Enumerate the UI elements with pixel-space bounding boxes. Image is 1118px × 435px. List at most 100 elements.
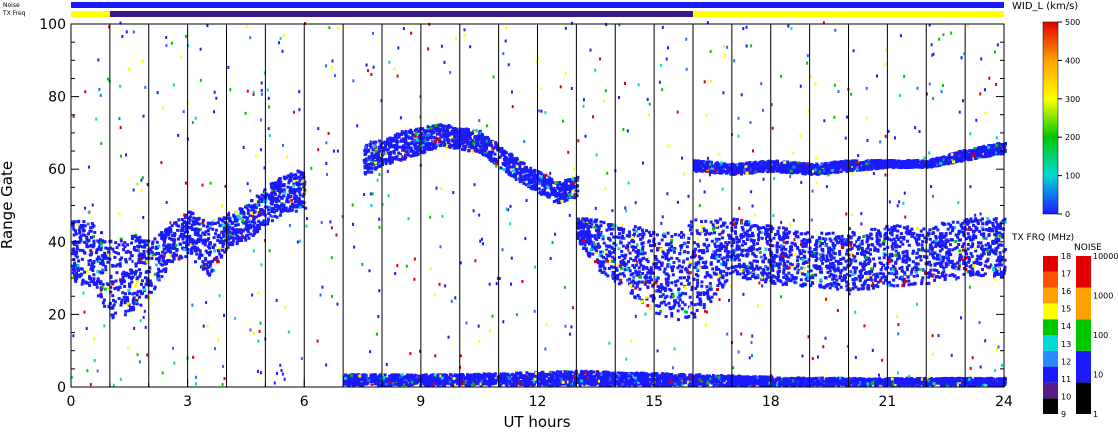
echo-point: [248, 214, 252, 218]
echo-point: [890, 226, 894, 230]
echo-point: [244, 238, 248, 242]
echo-point: [651, 294, 655, 298]
echo-point: [576, 189, 580, 193]
echo-point: [303, 188, 307, 192]
echo-point: [993, 274, 997, 278]
echo-point: [950, 265, 954, 269]
echo-point: [682, 260, 686, 264]
echo-point: [599, 250, 603, 254]
echo-point: [381, 153, 385, 157]
echo-point: [83, 224, 87, 228]
echo-point: [602, 241, 606, 245]
echo-point: [172, 251, 176, 255]
echo-point: [856, 247, 860, 251]
echo-point: [126, 302, 130, 306]
echo-point: [558, 197, 562, 201]
noise-bar-segment: [71, 2, 1004, 8]
echo-point: [685, 257, 689, 261]
echo-point: [676, 301, 680, 305]
echo-point: [136, 290, 140, 294]
echo-point: [880, 276, 884, 280]
echo-point: [104, 265, 108, 269]
echo-point: [412, 150, 416, 154]
echo-point: [530, 186, 534, 190]
echo-point: [624, 262, 628, 266]
echo-point: [598, 268, 602, 272]
echo-point: [593, 225, 597, 229]
echo-point: [92, 239, 96, 243]
echo-point: [838, 276, 842, 280]
echo-point: [895, 234, 899, 238]
echo-point: [208, 253, 212, 257]
echo-point: [777, 269, 781, 273]
echo-point: [78, 231, 82, 235]
echo-point: [678, 276, 682, 280]
echo-point: [637, 266, 641, 270]
echo-point: [463, 147, 467, 151]
echo-point: [586, 219, 590, 223]
echo-point: [384, 143, 388, 147]
echo-point: [201, 241, 205, 245]
echo-point: [592, 241, 596, 245]
echo-point: [583, 243, 587, 247]
echo-point: [89, 252, 93, 256]
echo-point: [775, 248, 779, 252]
echo-point: [269, 182, 273, 186]
echo-point: [641, 257, 645, 261]
echo-point: [541, 179, 545, 183]
echo-point: [202, 224, 206, 228]
echo-point: [704, 219, 708, 223]
echo-point: [929, 268, 933, 272]
echo-point: [897, 254, 901, 258]
echo-point: [729, 258, 733, 262]
echo-point: [966, 260, 970, 264]
echo-point: [297, 197, 301, 201]
echo-point: [462, 132, 466, 136]
echo-point: [665, 279, 669, 283]
echo-point: [261, 209, 265, 213]
echo-point: [475, 129, 479, 133]
echo-point: [829, 272, 833, 276]
echo-point: [175, 223, 179, 227]
echo-point: [369, 161, 373, 165]
echo-point: [599, 224, 603, 228]
echo-point: [244, 224, 248, 228]
echo-point: [719, 244, 723, 248]
echo-point: [543, 187, 547, 191]
echo-point: [977, 255, 981, 259]
echo-point: [201, 221, 205, 225]
echo-point: [790, 241, 794, 245]
echo-point: [764, 278, 768, 282]
echo-point: [591, 252, 595, 256]
echo-point: [588, 242, 592, 246]
echo-point: [805, 261, 809, 265]
echo-point: [72, 233, 76, 237]
echo-point: [714, 237, 718, 241]
echo-point: [847, 257, 851, 261]
echo-point: [943, 276, 947, 280]
echo-point: [91, 268, 95, 272]
echo-point: [487, 143, 491, 147]
echo-point: [425, 138, 429, 142]
echo-point: [665, 255, 669, 259]
echo-point: [188, 226, 192, 230]
echo-point: [698, 257, 702, 261]
echo-point: [761, 259, 765, 263]
echo-point: [814, 248, 818, 252]
echo-point: [609, 223, 613, 227]
echo-point: [421, 151, 425, 155]
echo-point: [678, 298, 682, 302]
echo-point: [119, 239, 123, 243]
echo-point: [484, 151, 488, 155]
echo-point: [638, 275, 642, 279]
echo-point: [860, 275, 864, 279]
echo-point: [378, 149, 382, 153]
echo-point: [681, 233, 685, 237]
echo-point: [793, 253, 797, 257]
echo-point: [737, 258, 741, 262]
echo-point: [162, 260, 166, 264]
echo-point: [131, 298, 135, 302]
echo-point: [756, 267, 760, 271]
echo-point: [198, 249, 202, 253]
echo-point: [499, 166, 503, 170]
